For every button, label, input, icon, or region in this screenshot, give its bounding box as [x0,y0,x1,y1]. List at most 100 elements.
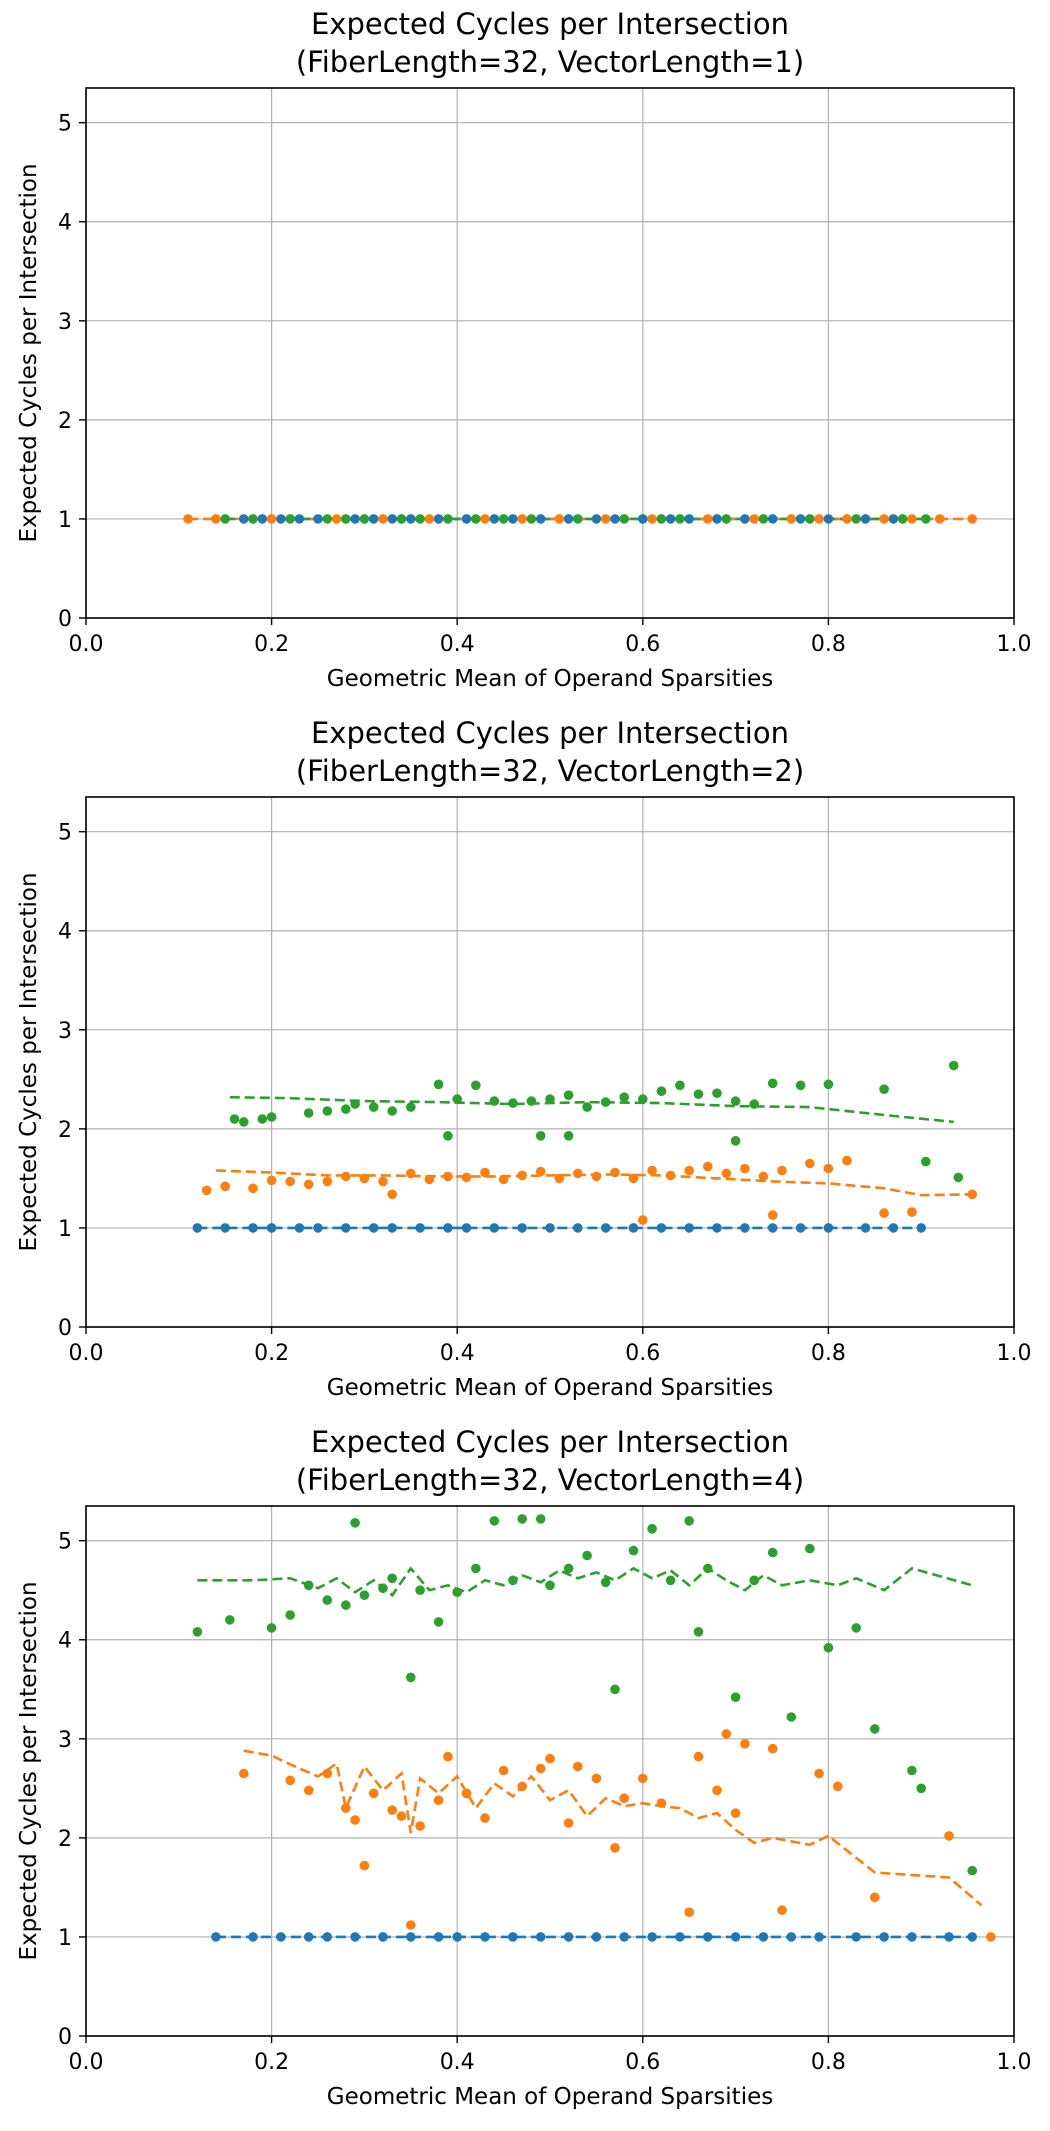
data-point-orange [211,514,221,524]
data-point-orange [777,1165,787,1176]
data-point-blue [294,1223,305,1233]
data-point-green [823,1642,834,1653]
data-point-blue [563,1932,574,1942]
data-point-orange [535,1763,546,1774]
data-point-blue [406,514,416,524]
data-point-blue [814,1932,824,1942]
data-point-orange [758,1171,769,1182]
y-tick-label: 3 [58,1019,72,1044]
data-point-blue [303,1932,314,1942]
data-point-green [350,1518,360,1528]
data-point-green [675,1080,685,1091]
data-point-green [266,1112,277,1122]
data-point-orange [322,1768,333,1779]
chart-subtitle: (FiberLength=32, VectorLength=2) [296,754,804,788]
data-point-green [359,1590,370,1600]
data-point-blue [703,1932,713,1942]
data-point-green [600,1577,611,1588]
axes-frame [85,796,1015,1328]
data-point-blue [573,1223,583,1233]
data-point-green [805,514,815,524]
data-point-blue [823,1223,834,1233]
data-point-blue [967,1932,977,1942]
x-axis-label: Geometric Mean of Operand Sparsities [327,1375,773,1401]
data-point-green [433,1617,444,1627]
data-point-blue [879,1932,889,1942]
data-point-green [387,1106,398,1116]
data-point-blue [591,514,602,524]
data-point-green [684,1516,694,1526]
data-point-orange [248,1183,258,1194]
data-point-green [192,1627,203,1637]
data-point-orange [424,514,435,524]
x-tick-label: 0.6 [625,2050,660,2075]
data-point-orange [814,514,824,524]
data-point-green [870,1724,880,1734]
data-point-green [517,1514,527,1524]
data-point-blue [211,1932,221,1942]
data-point-orange [285,1176,296,1187]
data-point-green [341,514,351,524]
data-point-blue [489,1223,500,1233]
data-point-green [730,1096,741,1106]
x-axis-label: Geometric Mean of Operand Sparsities [327,2084,773,2110]
data-point-green [730,1692,741,1702]
x-axis-label: Geometric Mean of Operand Sparsities [327,666,773,692]
chart-subtitle: (FiberLength=32, VectorLength=1) [296,45,804,79]
data-point-green [879,1084,889,1094]
data-point-blue [517,1223,527,1233]
y-tick-label: 2 [58,409,72,434]
data-point-blue [851,1932,861,1942]
data-point-blue [740,1223,750,1233]
data-point-blue [313,1223,323,1233]
data-point-green [721,514,732,524]
data-point-blue [860,1223,871,1233]
data-point-orange [285,1775,296,1786]
data-point-blue [638,514,648,524]
data-point-blue [368,1223,379,1233]
data-point-blue [248,1932,258,1942]
data-point-orange [907,514,917,524]
data-point-blue [786,1932,797,1942]
y-tick-label: 0 [58,2025,72,2050]
data-point-orange [740,1739,750,1749]
data-point-blue [684,1223,694,1233]
chart-title: Expected Cycles per Intersection [311,7,789,41]
data-point-orange [986,1932,996,1942]
data-point-green [396,514,407,524]
data-point-green [526,1096,537,1106]
data-point-orange [879,514,889,524]
data-point-orange [415,1821,425,1831]
y-tick-label: 4 [58,920,72,945]
x-tick-label: 0.0 [69,1341,104,1366]
data-point-blue [535,1932,546,1942]
data-point-green [967,1865,977,1876]
data-point-blue [294,514,305,524]
data-point-green [921,1156,931,1167]
data-point-orange [368,1788,379,1799]
data-point-green [582,1102,592,1112]
data-point-green [619,514,629,524]
data-point-orange [359,1860,370,1871]
data-point-green [443,514,453,524]
y-tick-label: 5 [58,821,72,846]
data-point-green [239,1117,249,1127]
data-point-orange [387,1805,398,1815]
data-point-orange [832,1781,843,1792]
data-point-blue [433,1932,444,1942]
data-point-blue [795,1223,806,1233]
data-point-green [948,1060,959,1071]
data-point-orange [443,1751,453,1762]
data-point-orange [805,1158,815,1169]
data-point-green [795,1080,806,1091]
data-point-green [535,1514,546,1524]
data-point-orange [443,1171,453,1182]
data-point-green [266,1623,277,1633]
x-tick-label: 0.4 [440,632,475,657]
data-point-green [545,1580,555,1591]
data-point-orange [554,514,565,524]
data-point-blue [433,514,444,524]
data-point-blue [795,514,806,524]
data-point-blue [600,1223,611,1233]
data-point-blue [313,514,323,524]
